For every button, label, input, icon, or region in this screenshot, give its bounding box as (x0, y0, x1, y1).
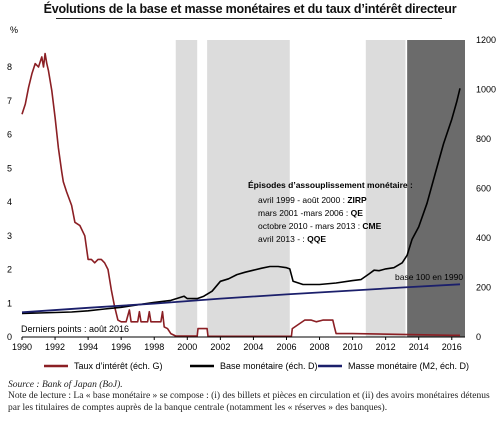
y-left-tick-label: 1 (7, 298, 12, 308)
series-lines (21, 52, 461, 338)
series-line-1 (21, 52, 460, 338)
annotations: Épisodes d’assouplissement monétaire : av… (21, 180, 463, 334)
x-tick-label: 1998 (144, 342, 164, 352)
last-points-note: Derniers points : août 2016 (21, 324, 129, 334)
chart-title: Évolutions de la base et masse monétaire… (43, 2, 457, 16)
shaded-period-2 (207, 40, 290, 337)
episode-label: ZIRP (347, 195, 367, 205)
shaded-period-1 (175, 40, 198, 337)
episode-label: QQE (307, 234, 326, 244)
y-right-tick-label: 400 (476, 233, 491, 243)
y-right-tick-label: 1000 (476, 85, 496, 95)
x-tick-label: 2002 (210, 342, 230, 352)
x-tick-label: 1996 (111, 342, 131, 352)
chart-area: % 0 1 2 3 4 5 6 7 8 0 200 400 600 800 1000 1200 1990 1992 1… (7, 25, 496, 371)
x-tick-label: 2000 (177, 342, 197, 352)
axes: % 0 1 2 3 4 5 6 7 8 0 200 400 600 800 1000 1200 1990 1992 1… (7, 25, 496, 352)
y-left-unit: % (10, 25, 18, 35)
x-tick-label: 1994 (78, 342, 98, 352)
y-right-tick-label: 600 (476, 184, 491, 194)
shaded-period-4 (407, 40, 465, 337)
episode-4: avril 2013 - : QQE (258, 234, 326, 244)
y-right-tick-label: 0 (476, 332, 481, 342)
y-left-tick-label: 5 (7, 163, 12, 173)
y-left-tick-label: 3 (7, 231, 12, 241)
episode-1: avril 1999 - août 2000 : ZIRP (258, 195, 367, 205)
y-left-tick-label: 0 (7, 332, 12, 342)
legend-label-3: Masse monétaire (M2, éch. D) (348, 361, 469, 371)
x-tick-label: 1990 (12, 342, 32, 352)
episode-3: octobre 2010 - mars 2013 : CME (258, 221, 382, 231)
episode-label: CME (362, 221, 381, 231)
y-right-tick-label: 200 (476, 283, 491, 293)
x-tick-label: 2006 (276, 342, 296, 352)
episode-dates: avril 1999 - août 2000 : (258, 195, 347, 205)
episodes-title: Épisodes d’assouplissement monétaire : (248, 180, 413, 190)
base-note: base 100 en 1990 (395, 272, 463, 282)
y-right-tick-label: 800 (476, 134, 491, 144)
episode-dates: avril 2013 - : (258, 234, 307, 244)
y-left-tick-label: 6 (7, 130, 12, 140)
y-left-tick-label: 8 (7, 62, 12, 72)
title-underline (56, 18, 442, 19)
y-left-tick-label: 4 (7, 197, 12, 207)
x-tick-label: 2010 (343, 342, 363, 352)
reading-note: Note de lecture : La « base monétaire » … (8, 391, 490, 413)
episode-dates: octobre 2010 - mars 2013 : (258, 221, 362, 231)
x-tick-label: 2004 (243, 342, 263, 352)
x-tick-label: 2008 (310, 342, 330, 352)
shaded-periods (175, 40, 465, 337)
x-tick-label: 2014 (409, 342, 429, 352)
legend: Taux d’intérêt (éch. G) Base monétaire (é… (44, 361, 469, 371)
x-tick-label: 1992 (45, 342, 65, 352)
legend-label-2: Base monétaire (éch. D) (220, 361, 318, 371)
x-tick-label: 2016 (442, 342, 462, 352)
series-line-3 (21, 283, 461, 314)
y-right-tick-label: 1200 (476, 35, 496, 45)
legend-label-1: Taux d’intérêt (éch. G) (74, 361, 163, 371)
episode-2: mars 2001 -mars 2006 : QE (258, 208, 363, 218)
y-left-tick-label: 7 (7, 96, 12, 106)
source-note: Source : Bank of Japan (BoJ). (8, 380, 123, 390)
episode-dates: mars 2001 -mars 2006 : (258, 208, 351, 218)
y-left-tick-label: 2 (7, 265, 12, 275)
x-tick-label: 2012 (376, 342, 396, 352)
episode-label: QE (351, 208, 364, 218)
